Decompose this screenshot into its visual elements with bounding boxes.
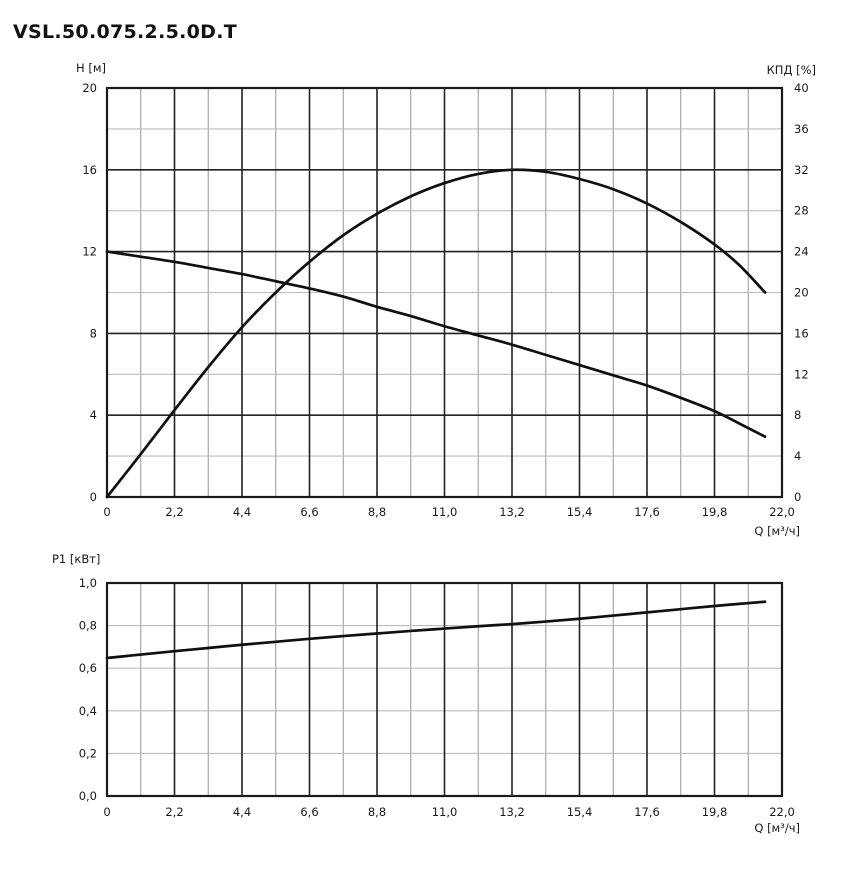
y-tick-label-right: 8 xyxy=(794,408,801,422)
y-tick-label-left: 8 xyxy=(90,326,97,340)
curve-power xyxy=(105,600,767,660)
x-axis-title: Q [м³/ч] xyxy=(754,524,800,538)
x-tick-label: 11,0 xyxy=(432,805,458,819)
y-tick-label-left: 0,0 xyxy=(79,789,97,803)
x-tick-label: 6,6 xyxy=(300,505,318,519)
y-tick-label-left: 0,2 xyxy=(79,746,97,760)
y-tick-label-right: 28 xyxy=(794,204,809,218)
y-tick-label-left: 16 xyxy=(82,163,97,177)
y-tick-label-right: 16 xyxy=(794,326,809,340)
y-tick-label-left: 12 xyxy=(82,245,97,259)
y-tick-label-right: 4 xyxy=(794,449,801,463)
y-axis-title-left: H [м] xyxy=(76,61,106,75)
x-tick-label: 22,0 xyxy=(769,805,795,819)
x-tick-label: 2,2 xyxy=(165,805,183,819)
y-tick-label-right: 40 xyxy=(794,81,809,95)
power-chart: 0 2,2 4,4 6,6 8,8 11,0 13,2 15,4 17,6 19,8 22,0 1,0… xyxy=(52,552,800,835)
x-tick-label: 6,6 xyxy=(300,805,318,819)
x-axis-title: Q [м³/ч] xyxy=(754,821,800,835)
x-tick-label: 19,8 xyxy=(702,505,728,519)
x-tick-label: 2,2 xyxy=(165,505,183,519)
x-tick-label: 22,0 xyxy=(769,505,795,519)
plot-border xyxy=(105,581,784,798)
y-tick-label-left: 1,0 xyxy=(79,576,97,590)
y-tick-label-left: 20 xyxy=(82,81,97,95)
y-tick-label-left: 0 xyxy=(90,490,97,504)
curve-efficiency xyxy=(105,168,767,499)
y-axis-title-right: КПД [%] xyxy=(767,63,816,77)
x-tick-label: 15,4 xyxy=(567,805,593,819)
y-tick-label-left: 0,6 xyxy=(79,661,97,675)
plot-border xyxy=(105,86,784,499)
page-title: VSL.50.075.2.5.0D.T xyxy=(13,21,237,43)
x-tick-label: 13,2 xyxy=(499,805,525,819)
y-tick-label-left: 0,8 xyxy=(79,619,97,633)
y-tick-label-right: 20 xyxy=(794,286,809,300)
x-tick-label: 19,8 xyxy=(702,805,728,819)
y-tick-label-right: 12 xyxy=(794,367,809,381)
x-tick-label: 17,6 xyxy=(634,805,660,819)
x-tick-label: 0 xyxy=(103,805,110,819)
y-tick-label-right: 0 xyxy=(794,490,801,504)
x-tick-label: 0 xyxy=(103,505,110,519)
x-tick-label: 13,2 xyxy=(499,505,525,519)
y-tick-label-left: 4 xyxy=(90,408,97,422)
y-tick-label-left: 0,4 xyxy=(79,704,97,718)
y-tick-label-right: 24 xyxy=(794,245,809,259)
x-tick-label: 17,6 xyxy=(634,505,660,519)
x-tick-label: 11,0 xyxy=(432,505,458,519)
y-axis-title-left: P1 [кВт] xyxy=(52,552,100,566)
x-tick-label: 4,4 xyxy=(233,805,251,819)
head-efficiency-chart: 0 2,2 4,4 6,6 8,8 11,0 13,2 15,4 17,6 19,8 22,0 20 1… xyxy=(76,61,816,538)
curve-head xyxy=(105,250,767,439)
x-tick-label: 8,8 xyxy=(368,505,386,519)
x-tick-label: 4,4 xyxy=(233,505,251,519)
y-tick-label-right: 36 xyxy=(794,122,809,136)
x-tick-label: 15,4 xyxy=(567,505,593,519)
x-tick-label: 8,8 xyxy=(368,805,386,819)
y-tick-label-right: 32 xyxy=(794,163,809,177)
